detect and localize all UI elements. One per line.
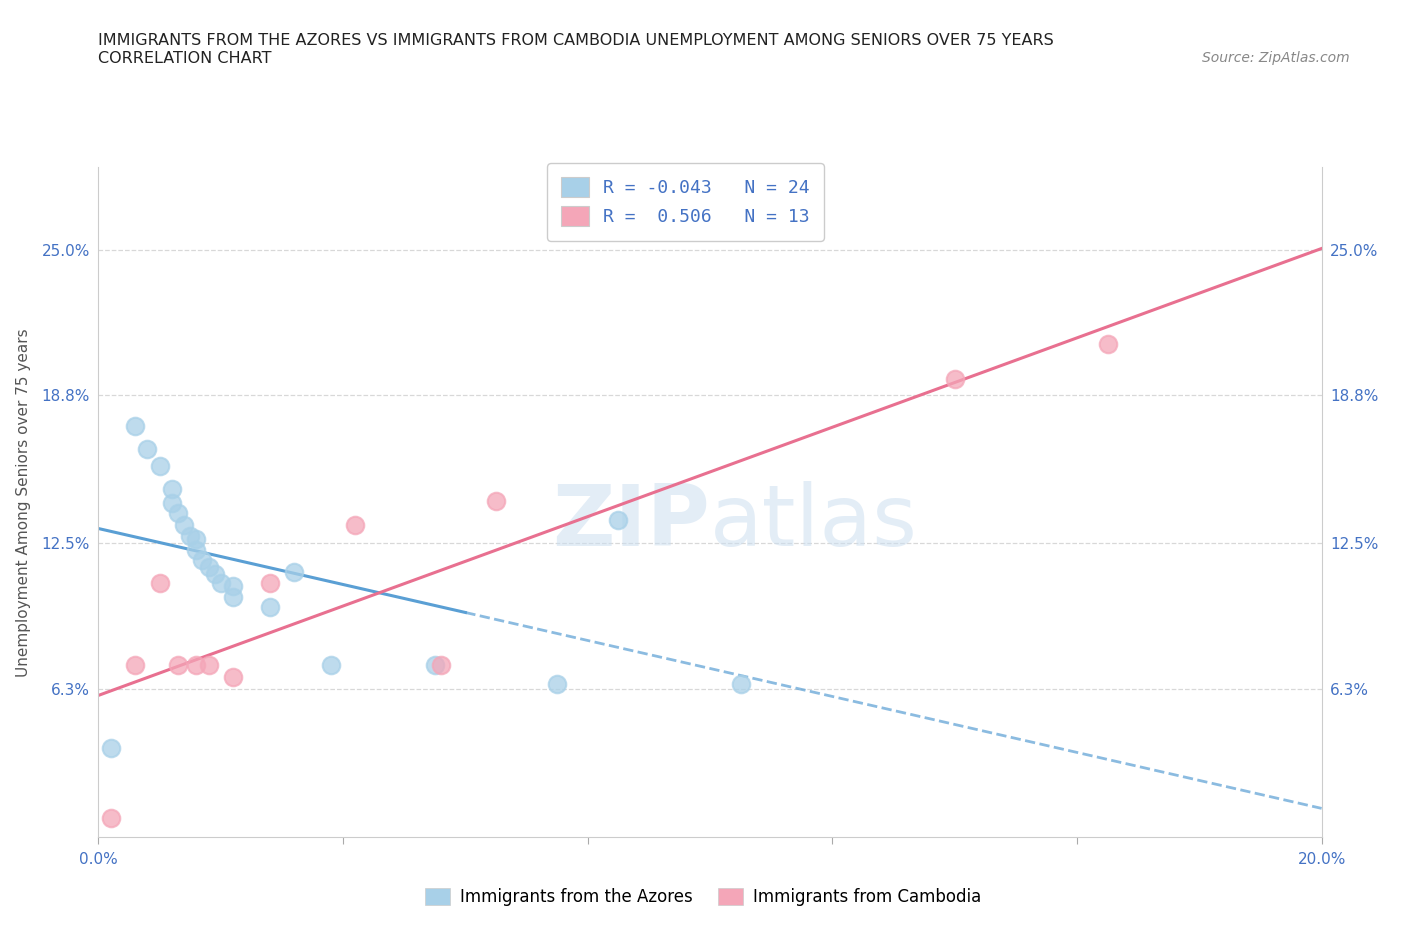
Y-axis label: Unemployment Among Seniors over 75 years: Unemployment Among Seniors over 75 years [15, 328, 31, 676]
Legend: R = -0.043   N = 24, R =  0.506   N = 13: R = -0.043 N = 24, R = 0.506 N = 13 [547, 163, 824, 241]
Point [186, 658, 208, 673]
Point [167, 505, 190, 520]
Point [100, 811, 122, 826]
Point [186, 531, 208, 546]
Point [167, 658, 190, 673]
Point [160, 482, 183, 497]
Point [191, 552, 214, 567]
Point [423, 658, 446, 673]
Point [197, 658, 219, 673]
Point [485, 494, 508, 509]
Point [124, 658, 146, 673]
Point [607, 512, 630, 527]
Point [344, 517, 367, 532]
Text: atlas: atlas [710, 481, 918, 564]
Point [222, 590, 245, 604]
Point [222, 578, 245, 593]
Legend: Immigrants from the Azores, Immigrants from Cambodia: Immigrants from the Azores, Immigrants f… [419, 881, 987, 912]
Point [100, 740, 122, 755]
Point [136, 442, 159, 457]
Point [259, 599, 281, 614]
Point [160, 496, 183, 511]
Point [430, 658, 453, 673]
Text: IMMIGRANTS FROM THE AZORES VS IMMIGRANTS FROM CAMBODIA UNEMPLOYMENT AMONG SENIOR: IMMIGRANTS FROM THE AZORES VS IMMIGRANTS… [98, 33, 1054, 47]
Text: ZIP: ZIP [553, 481, 710, 564]
Text: Source: ZipAtlas.com: Source: ZipAtlas.com [1202, 51, 1350, 65]
Point [204, 566, 226, 581]
Point [124, 418, 146, 433]
Point [259, 576, 281, 591]
Point [283, 565, 305, 579]
Point [943, 371, 966, 386]
Point [149, 576, 172, 591]
Point [319, 658, 342, 673]
Point [197, 559, 219, 574]
Point [173, 517, 195, 532]
Point [546, 677, 568, 692]
Text: CORRELATION CHART: CORRELATION CHART [98, 51, 271, 66]
Point [730, 677, 752, 692]
Point [186, 543, 208, 558]
Point [149, 458, 172, 473]
Point [179, 529, 201, 544]
Point [222, 670, 245, 684]
Point [1097, 336, 1119, 351]
Point [209, 576, 232, 591]
